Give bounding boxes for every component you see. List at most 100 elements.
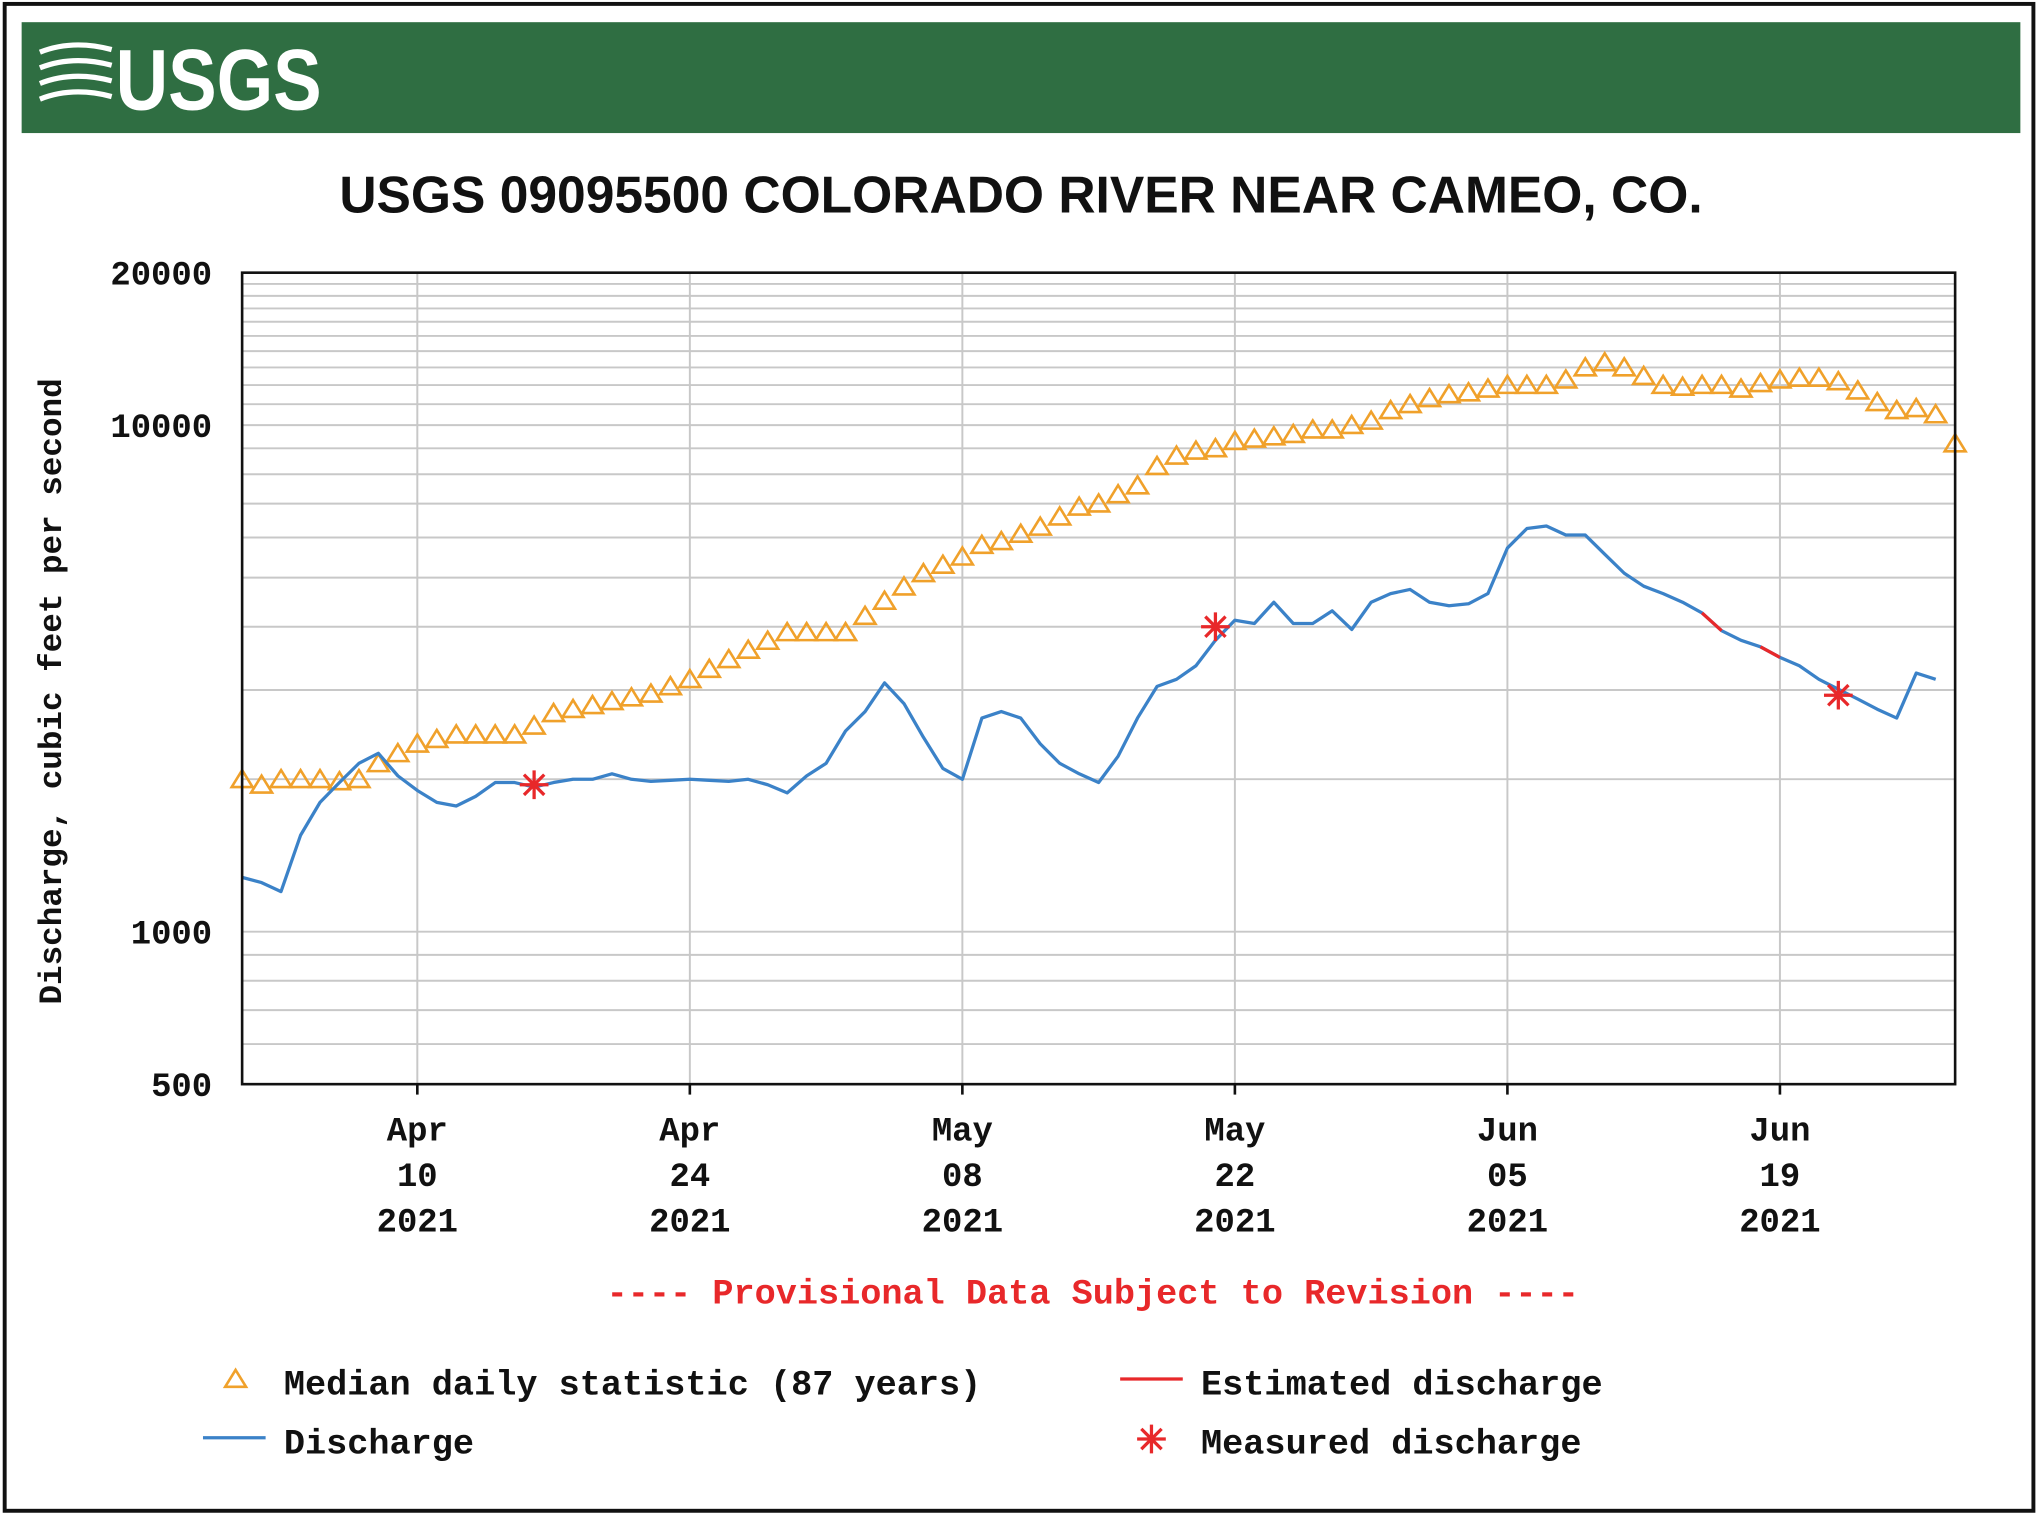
- x-tick-label-box: Apr 24 2021: [649, 1111, 731, 1243]
- x-tick-label: Apr 24 2021: [649, 1111, 731, 1243]
- triangle-marker: [1416, 386, 1443, 408]
- triangle-marker: [1085, 491, 1112, 513]
- triangle-marker: [1650, 373, 1676, 395]
- legend-label: Median daily statistic (87 years): [284, 1366, 981, 1406]
- triangle-marker: [1377, 398, 1404, 420]
- triangle-marker: [1708, 373, 1735, 395]
- asterisk-marker: [1137, 1424, 1166, 1454]
- triangle-marker: [735, 638, 762, 660]
- triangle-marker: [579, 693, 606, 715]
- triangle-marker: [1572, 355, 1599, 377]
- triangle-marker: [248, 773, 275, 794]
- banner: [21, 22, 2021, 134]
- triangle-marker: [1806, 366, 1832, 387]
- triangle-marker: [716, 647, 742, 669]
- triangle-marker: [793, 620, 820, 642]
- triangle-marker: [1261, 424, 1287, 446]
- asterisk-marker: [519, 770, 549, 800]
- triangle-marker: [1689, 373, 1715, 395]
- legend: Median daily statistic (87 years) Dischar…: [202, 1366, 1603, 1464]
- triangle-marker: [1553, 367, 1579, 389]
- triangle-marker: [482, 722, 508, 744]
- triangle-marker: [1105, 482, 1131, 504]
- triangle-marker: [346, 767, 372, 789]
- triangle-marker: [832, 620, 859, 642]
- x-tick-label: Apr 10 2021: [376, 1111, 459, 1243]
- chart-title: USGS 09095500 COLORADO RIVER NEAR CAMEO,…: [339, 167, 1702, 225]
- triangle-marker: [1163, 444, 1190, 465]
- triangle-marker: [404, 732, 431, 753]
- triangle-marker: [462, 722, 489, 744]
- y-tick-label: 1000: [131, 916, 212, 954]
- y-axis-label: Discharge, cubic feet per second: [34, 378, 71, 1004]
- triangle-marker: [618, 685, 645, 707]
- triangle-marker: [1046, 504, 1073, 526]
- logo-waves: [38, 42, 113, 102]
- triangle-marker: [696, 657, 723, 679]
- triangle-marker: [1533, 373, 1560, 395]
- legend-label: Estimated discharge: [1201, 1366, 1603, 1406]
- triangle-marker: [1903, 396, 1929, 418]
- triangle-marker: [1611, 355, 1637, 377]
- triangle-marker: [1786, 366, 1813, 387]
- triangle-marker: [1747, 371, 1774, 393]
- triangle-marker: [540, 701, 567, 723]
- triangle-marker: [871, 589, 898, 610]
- y-tick-label: 10000: [110, 410, 212, 448]
- triangle-marker: [1436, 382, 1462, 404]
- legend-label: Measured discharge: [1201, 1424, 1581, 1464]
- triangle-marker: [754, 629, 781, 651]
- triangle-marker: [1397, 392, 1423, 414]
- logo-text: USGS: [116, 33, 322, 129]
- triangle-marker: [326, 769, 353, 791]
- triangle-marker: [1883, 398, 1910, 420]
- triangle-marker: [1183, 439, 1209, 460]
- triangle-marker: [385, 741, 411, 763]
- y-tick-label: 20000: [110, 257, 212, 295]
- triangle-marker: [657, 674, 684, 696]
- triangle-marker: [1280, 422, 1307, 444]
- triangle-marker: [930, 553, 956, 574]
- triangle-marker: [949, 545, 976, 566]
- series-line: [1700, 611, 1781, 659]
- triangle-marker: [268, 767, 294, 789]
- triangle-marker: [1007, 522, 1034, 544]
- triangle-marker: [1922, 402, 1949, 424]
- triangle-marker: [1494, 373, 1521, 395]
- triangle-marker: [891, 574, 917, 596]
- triangle-marker: [1299, 417, 1326, 439]
- triangle-marker: [1338, 413, 1365, 435]
- x-tick-label: May 22 2021: [1194, 1111, 1276, 1243]
- triangle-marker: [1319, 417, 1345, 439]
- x-tick-label: Jun 19 2021: [1739, 1111, 1821, 1243]
- triangle-marker: [1591, 350, 1618, 372]
- x-tick-label-box: Jun 05 2021: [1466, 1111, 1549, 1243]
- triangle-marker: [1455, 380, 1482, 402]
- triangle-marker: [1358, 409, 1384, 430]
- triangle-marker: [424, 727, 450, 749]
- triangle-marker: [638, 682, 664, 703]
- triangle-marker: [1475, 377, 1501, 398]
- triangle-marker: [1630, 364, 1657, 386]
- triangle-marker: [988, 529, 1015, 551]
- provisional-note: ---- Provisional Data Subject to Revisio…: [607, 1274, 1579, 1314]
- triangle-marker: [1241, 427, 1268, 448]
- y-tick-label: 500: [151, 1069, 212, 1107]
- triangle-marker: [1027, 515, 1054, 536]
- x-tick-label-box: May 22 2021: [1194, 1111, 1276, 1243]
- legend-label: Discharge: [284, 1424, 474, 1464]
- triangle-marker: [1066, 495, 1092, 516]
- x-tick-label-box: May 08 2021: [922, 1112, 1003, 1242]
- asterisk-marker: [1201, 612, 1230, 642]
- triangle-marker: [677, 667, 703, 689]
- triangle-marker: [560, 697, 586, 719]
- triangle-marker: [1845, 378, 1871, 400]
- triangle-marker: [910, 561, 937, 583]
- triangle-marker: [1202, 436, 1229, 458]
- triangle-marker: [1864, 390, 1891, 412]
- triangle-marker: [222, 1367, 249, 1389]
- x-tick-label: Jun 05 2021: [1466, 1111, 1549, 1243]
- triangle-marker: [1222, 429, 1248, 451]
- triangle-marker: [1767, 367, 1793, 389]
